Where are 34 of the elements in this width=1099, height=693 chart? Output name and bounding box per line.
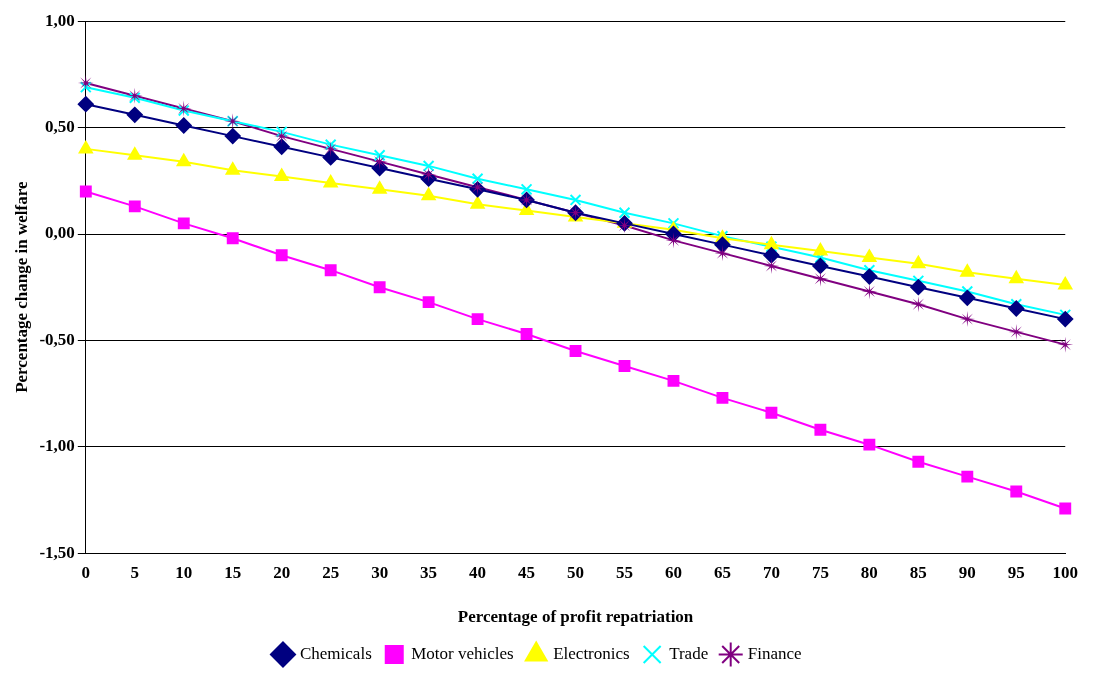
x-tick-label: 25 [322, 562, 340, 582]
y-tick-label: 0,50 [45, 116, 75, 136]
x-tick-label: 70 [762, 562, 780, 582]
x-tick-label: 85 [909, 562, 927, 582]
x-tick-label: 5 [130, 562, 140, 582]
x-axis-title: Percentage of profit repatriation [457, 607, 694, 627]
x-tick-label: 80 [860, 562, 878, 582]
legend-label: Finance [747, 643, 802, 663]
x-tick-label: 30 [371, 562, 389, 582]
x-tick-label: 55 [616, 562, 633, 582]
x-tick-label: 45 [518, 562, 536, 582]
legend-label: Trade [669, 643, 709, 663]
x-tick-label: 35 [420, 562, 438, 582]
y-tick-label: -1,50 [39, 542, 75, 562]
y-axis-title: Percentage change in welfare [11, 181, 31, 393]
x-tick-label: 15 [224, 562, 242, 582]
legend-label: Chemicals [299, 643, 372, 663]
x-tick-label: 50 [567, 562, 585, 582]
y-tick-label: -1,00 [39, 436, 75, 456]
x-tick-label: 75 [811, 562, 829, 582]
y-tick-label: 1,00 [45, 10, 75, 30]
legend-label: Electronics [553, 643, 630, 663]
x-tick-label: 90 [958, 562, 976, 582]
x-tick-label: 95 [1007, 562, 1025, 582]
y-tick-label: 0,00 [45, 223, 75, 243]
x-tick-label: 65 [713, 562, 731, 582]
x-tick-label: 0 [81, 562, 91, 582]
legend-label: Motor vehicles [411, 643, 514, 663]
y-tick-label: -0,50 [39, 329, 75, 349]
x-tick-label: 10 [175, 562, 193, 582]
x-tick-label: 100 [1052, 562, 1078, 582]
x-tick-label: 60 [664, 562, 682, 582]
x-tick-label: 20 [273, 562, 291, 582]
x-tick-label: 40 [469, 562, 487, 582]
